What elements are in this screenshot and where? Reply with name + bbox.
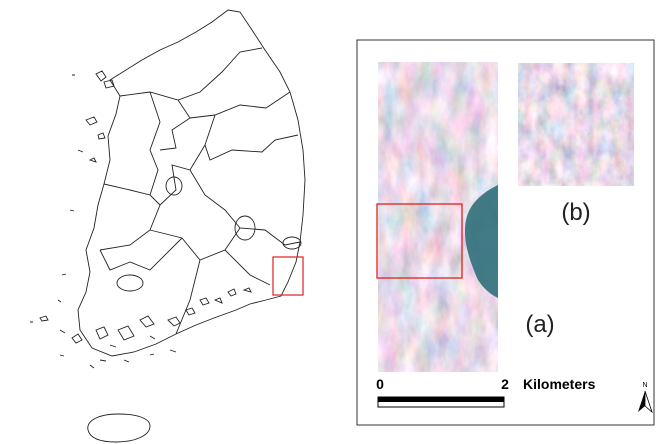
islands <box>30 71 251 368</box>
satellite-image-a <box>378 62 498 372</box>
satellite-image-b <box>518 63 634 186</box>
city-boundary <box>117 275 143 291</box>
jeju-island <box>88 414 150 442</box>
panel-a-label: (a) <box>525 311 554 338</box>
panel-b-label: (b) <box>561 199 590 226</box>
north-label: N <box>642 382 647 389</box>
scale-start: 0 <box>376 376 384 392</box>
scale-unit: Kilometers <box>523 376 596 392</box>
city-boundary <box>283 237 301 249</box>
korea-map <box>30 10 305 442</box>
study-area-marker <box>273 257 303 295</box>
scale-bar-fill <box>378 397 504 402</box>
mainland-outline <box>78 10 305 356</box>
figure: (b) (a) 0 2 Kilometers N <box>0 0 658 444</box>
scale-end: 2 <box>501 376 509 392</box>
